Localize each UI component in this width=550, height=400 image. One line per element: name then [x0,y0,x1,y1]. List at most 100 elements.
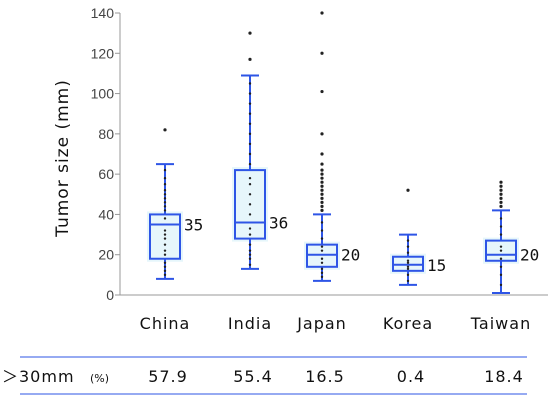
data-point [163,249,167,252]
table-value: 18.4 [484,367,524,386]
data-point [248,82,252,85]
data-point [163,209,167,212]
data-point [406,279,410,283]
data-point [320,237,324,240]
data-point [248,253,252,256]
data-point [320,271,324,275]
data-point [163,229,167,232]
table-value: 0.4 [397,367,425,386]
median-label: 20 [341,246,360,265]
data-point [320,249,324,252]
outlier-point [320,51,324,55]
data-point [406,259,410,262]
outlier-point [320,89,324,94]
outlier-point [248,31,252,35]
data-point [163,243,167,246]
outlier-point [499,192,503,196]
y-tick-label: 40 [98,206,114,222]
data-point [406,245,410,248]
outlier-point [499,184,503,188]
iqr-box [234,169,266,240]
data-point [163,189,167,192]
category-label: Taiwan [470,314,531,333]
data-point [499,225,503,228]
table-value: 55.4 [233,367,273,386]
outlier-point [320,208,324,212]
median-label: 15 [427,256,446,275]
y-tick-label: 0 [106,287,114,303]
data-point [163,253,167,256]
data-point [499,257,503,260]
box-china: 35 [147,128,203,280]
data-point [320,221,324,224]
data-point [248,152,252,156]
box-korea: 15 [390,188,446,286]
y-axis-ticks: 0 20 40 60 80 100 120 140 [91,5,120,303]
data-point [163,168,167,172]
outlier-point [320,180,324,184]
table-row-label: ＞30mm [2,367,75,386]
data-point [320,275,324,279]
iqr-box [485,239,517,262]
data-point [248,257,252,260]
y-axis-title: Tumor size (mm) [53,79,73,238]
outlier-point [320,184,324,188]
data-point [499,249,503,252]
outlier-point [320,152,324,156]
outlier-point [248,57,252,61]
data-point [163,261,167,264]
data-point [248,213,252,216]
data-point [248,249,252,252]
outlier-point [499,196,503,200]
outlier-point [320,192,324,196]
data-point [320,261,324,264]
data-point [163,193,167,196]
outlier-point [406,188,410,192]
y-tick-label: 80 [98,126,114,142]
data-point [406,267,410,271]
outlier-point [499,200,503,204]
outlier-point [320,196,324,200]
plot-area-frame [119,13,548,296]
table-value: 16.5 [305,367,345,386]
table-value: 57.9 [148,367,188,386]
median-label: 35 [184,216,203,235]
data-point [248,203,252,206]
data-point [406,265,410,268]
data-point [163,183,167,186]
iqr-box [149,213,181,260]
data-point [406,251,410,254]
data-point [248,142,252,146]
percentage-table: ＞30mm (%) 57.9 55.4 16.5 0.4 18.4 [2,356,527,395]
boxes-layer: 35 36 20 15 20 [147,11,539,294]
outlier-point [320,172,324,176]
data-point [406,261,410,264]
data-point [499,273,503,277]
data-point [406,273,410,277]
data-point [248,233,252,236]
outlier-point [320,176,324,180]
data-point [248,162,252,166]
data-point [163,217,167,220]
data-point [163,273,167,277]
data-point [163,176,167,180]
data-point [248,102,252,105]
box-taiwan: 20 [483,180,539,294]
category-labels: China India Japan Korea Taiwan [140,314,531,333]
data-point [163,269,167,273]
data-point [163,237,167,240]
outlier-point [320,204,324,208]
category-label: China [140,314,191,333]
data-point [248,92,252,95]
data-point [248,263,252,266]
y-tick-label: 100 [91,86,115,102]
median-label: 36 [269,213,288,232]
category-label: Japan [296,314,347,333]
data-point [163,265,167,268]
data-point [499,217,503,220]
iqr-box [306,243,338,268]
outlier-point [320,11,324,15]
outlier-point [499,188,503,192]
y-tick-label: 140 [91,5,115,21]
